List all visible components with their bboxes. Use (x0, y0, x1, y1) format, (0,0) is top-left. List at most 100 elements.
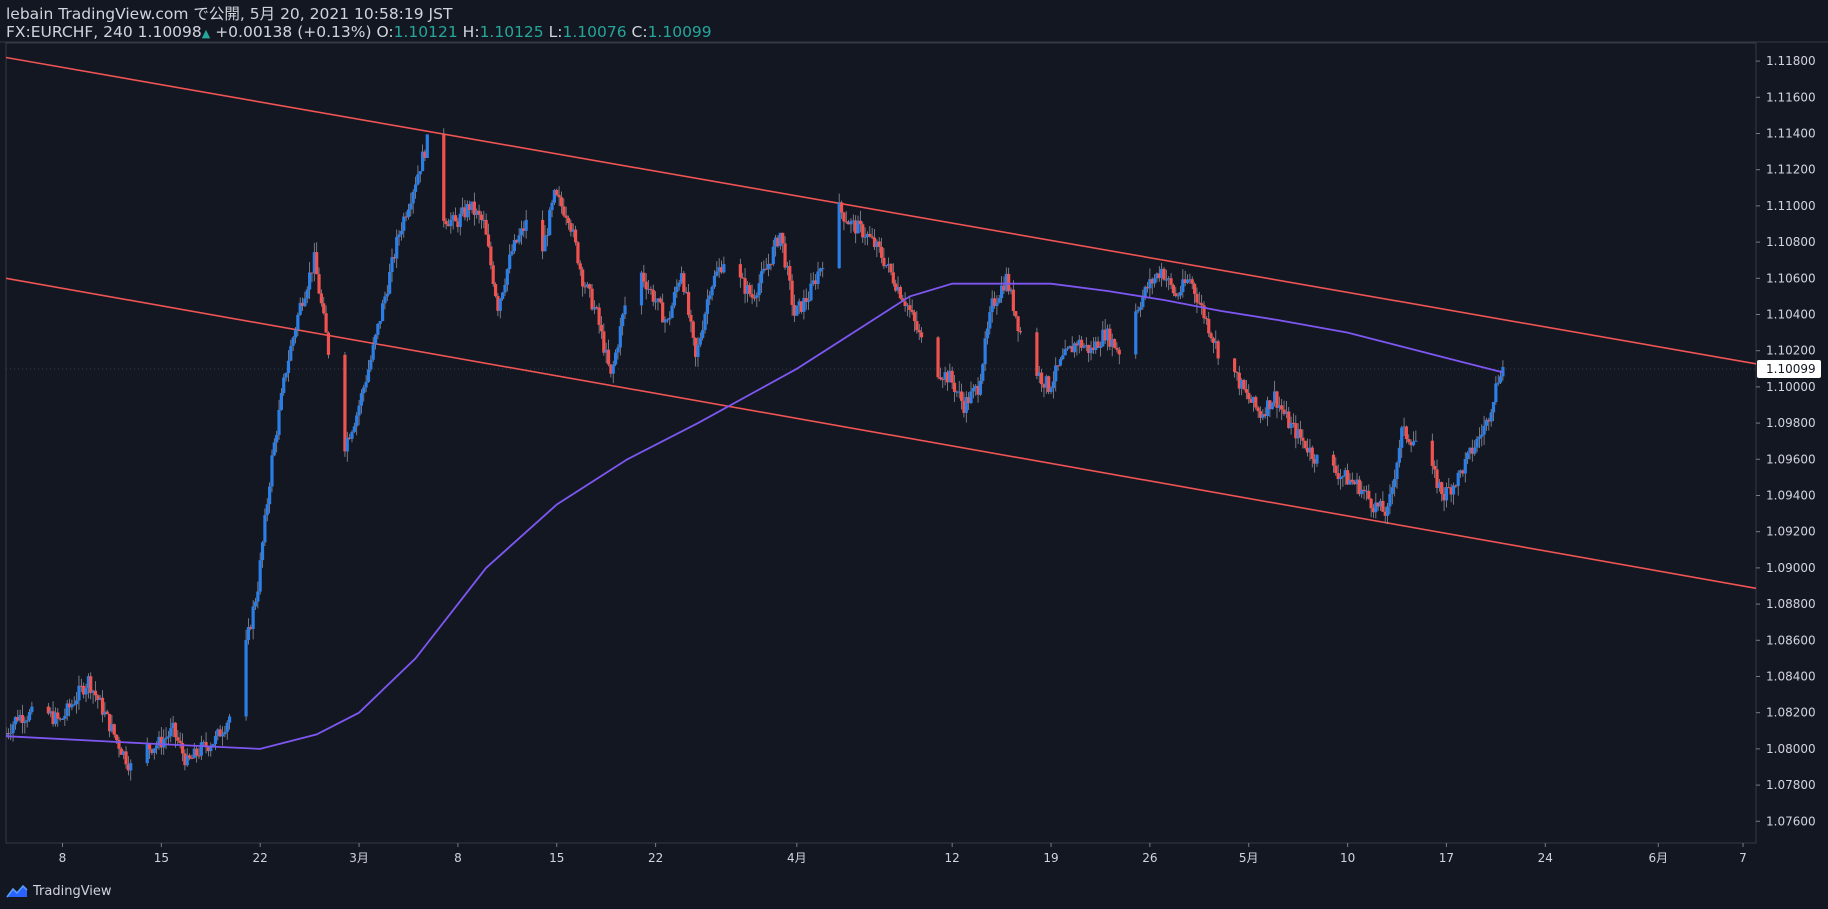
tradingview-logo-icon (6, 884, 28, 898)
candle-down (1195, 293, 1199, 303)
candle-down (159, 736, 163, 748)
candle-up (696, 344, 700, 357)
candle-down (190, 758, 194, 760)
candle-up (905, 305, 910, 307)
candle-up (155, 745, 159, 749)
footer-brand[interactable]: TradingView (6, 881, 112, 901)
candle-down (89, 676, 93, 693)
candle-down (967, 397, 971, 404)
candle-up (345, 437, 349, 452)
candle-down (187, 755, 192, 759)
candle-up (1489, 412, 1493, 422)
candle-up (616, 347, 620, 353)
candle-down (324, 313, 328, 333)
candle-down (776, 237, 780, 247)
candle-down (781, 232, 785, 244)
candle-down (1087, 344, 1091, 354)
candle-down (743, 278, 747, 294)
candle-down (1115, 347, 1119, 350)
candle-up (717, 267, 721, 272)
candle-down (945, 372, 950, 383)
candle-down (889, 263, 893, 273)
candle-up (1411, 441, 1416, 446)
candle-up (1065, 348, 1070, 350)
candle-down (1014, 311, 1018, 317)
candle-down (218, 729, 222, 737)
candle-up (999, 285, 1004, 299)
candle-down (783, 243, 787, 268)
candle-down (686, 291, 691, 315)
candle-up (745, 285, 750, 294)
candle-up (13, 717, 18, 725)
candle-up (53, 712, 58, 725)
candle-up (969, 391, 973, 404)
candle-up (482, 219, 486, 221)
candle-down (562, 206, 566, 216)
candle-down (315, 252, 319, 275)
plot-frame (5, 42, 1757, 844)
candle-down (1018, 331, 1023, 333)
x-tick-label: 10 (1340, 851, 1355, 865)
candle-up (701, 330, 705, 339)
open-value: 1.10121 (393, 23, 458, 41)
high-key: H: (462, 23, 480, 41)
candle-up (227, 716, 232, 723)
candle-down (1007, 273, 1011, 292)
candle-down (1075, 343, 1079, 346)
candle-down (1294, 423, 1298, 439)
candle-down (882, 257, 886, 267)
candle-up (585, 284, 589, 287)
candle-up (416, 174, 420, 185)
candle-up (1101, 329, 1105, 347)
candle-down (1145, 286, 1150, 289)
x-tick-label: 6月 (1648, 851, 1668, 865)
candle-up (9, 733, 13, 735)
candle-down (472, 201, 476, 215)
candle-down (150, 749, 154, 753)
candle-down (566, 217, 571, 224)
candle-up (771, 246, 775, 265)
candle-up (759, 271, 764, 284)
candle-down (609, 364, 613, 374)
candle-up (797, 301, 801, 306)
candle-up (1084, 344, 1088, 347)
candle-up (378, 321, 382, 324)
candle-up (712, 275, 717, 287)
candle-up (503, 284, 507, 293)
candle-up (72, 704, 76, 706)
candle-down (463, 207, 467, 218)
candle-up (795, 305, 799, 316)
candle-up (505, 269, 509, 285)
candle-up (981, 364, 985, 381)
candle-up (1374, 502, 1378, 513)
candle-down (1247, 392, 1251, 400)
candle-up (475, 210, 479, 215)
candle-up (251, 606, 255, 629)
candle-up (802, 298, 806, 312)
candle-up (519, 228, 524, 236)
candle-up (684, 291, 688, 293)
candle-down (602, 331, 606, 353)
candle-up (425, 134, 429, 158)
candle-up (665, 319, 669, 321)
y-tick-label: 1.08400 (1766, 669, 1816, 683)
candle-down (573, 229, 578, 243)
candle-down (651, 289, 655, 302)
candle-up (1296, 429, 1300, 439)
candle-down (799, 301, 804, 312)
candle-up (809, 283, 813, 301)
candle-up (166, 736, 171, 738)
candle-up (715, 271, 719, 276)
candle-down (1404, 426, 1409, 440)
high-value: 1.10125 (479, 23, 544, 41)
candle-up (185, 755, 189, 766)
candle-up (1176, 295, 1180, 297)
y-tick-label: 1.10800 (1766, 235, 1816, 249)
candle-up (545, 235, 549, 237)
candle-down (1310, 447, 1314, 459)
candle-down (1303, 440, 1307, 448)
candle-down (950, 370, 954, 383)
candle-up (1061, 355, 1065, 360)
